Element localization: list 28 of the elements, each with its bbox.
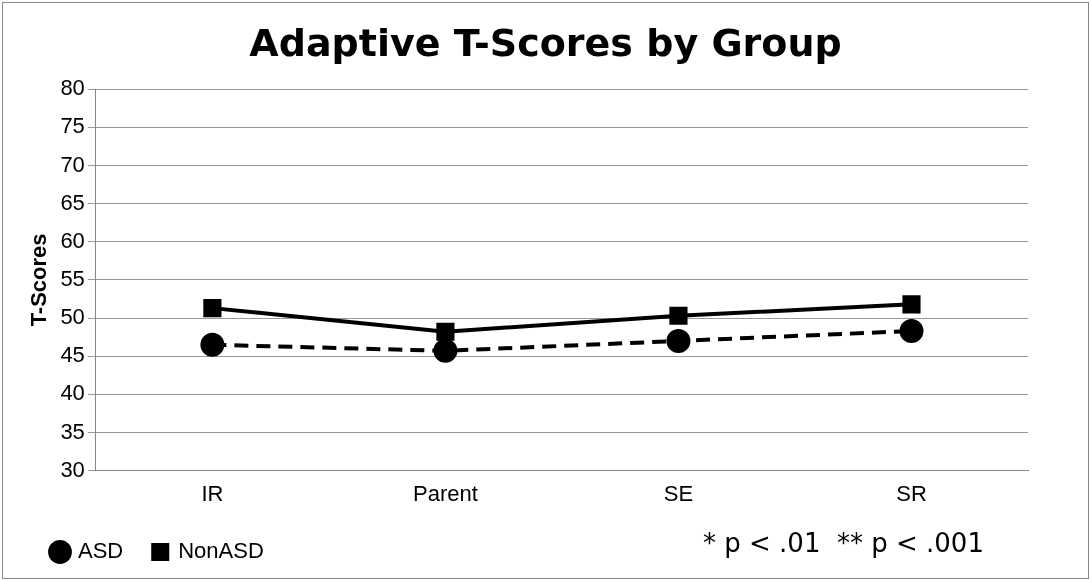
point	[203, 299, 222, 318]
y-tick-label: 35	[60, 418, 85, 444]
point	[669, 306, 688, 325]
point	[433, 338, 458, 363]
y-tick-label: 60	[60, 227, 85, 253]
x-tick-label: Parent	[413, 480, 478, 506]
point	[436, 322, 455, 341]
y-axis-title: T-Scores	[26, 233, 52, 327]
x-tick-label: IR	[201, 480, 224, 506]
y-tick-label: 50	[60, 304, 85, 330]
chart-title: Adaptive T-Scores by Group	[248, 21, 843, 65]
y-tick-label: 75	[60, 113, 85, 139]
y-tick-label: 80	[60, 75, 85, 101]
point	[899, 319, 924, 344]
point	[902, 295, 921, 314]
y-tick-label: 70	[60, 151, 85, 177]
y-tick-label: 65	[60, 189, 85, 215]
y-tick-label: 55	[60, 265, 85, 291]
x-tick-label: SE	[663, 480, 694, 506]
y-tick-label: 45	[60, 342, 85, 368]
y-tick-label: 30	[60, 456, 85, 482]
point	[200, 332, 225, 357]
x-tick-label: SR	[896, 480, 927, 506]
legend-label: ASD	[78, 538, 124, 564]
point	[666, 328, 691, 353]
text: * p < .01 ** p < .001	[703, 528, 984, 558]
y-tick-label: 40	[60, 380, 85, 406]
legend-label: NonASD	[178, 538, 264, 564]
